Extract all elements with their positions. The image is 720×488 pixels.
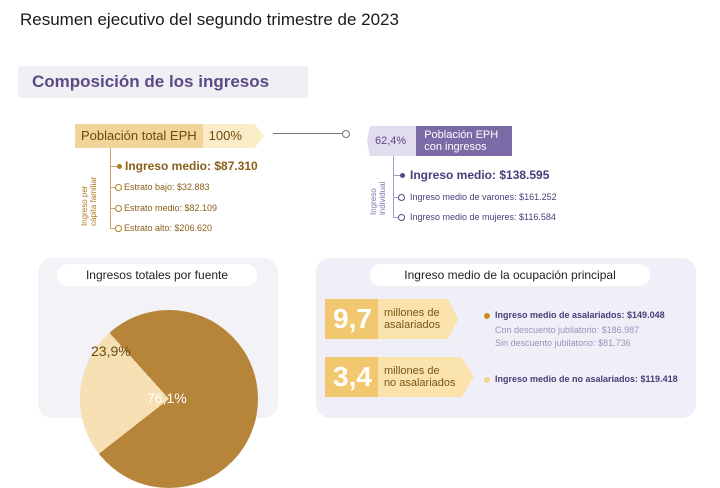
population-label: Población total EPH bbox=[75, 124, 203, 148]
connector-line bbox=[273, 133, 343, 134]
non-salaried-stat-box: 3,4 millones de no asalariados bbox=[325, 357, 474, 397]
right-main-item: Ingreso medio: $138.595 bbox=[410, 168, 550, 182]
eph-pct: 62,4% bbox=[367, 126, 417, 156]
section-band bbox=[18, 66, 308, 98]
tree-line bbox=[110, 148, 111, 228]
salaried-stat-box: 9,7 millones de asalariados bbox=[325, 299, 459, 339]
pie-label-small: 23,9% bbox=[91, 343, 131, 359]
income-sources-title: Ingresos totales por fuente bbox=[57, 264, 257, 286]
occupation-income-title: Ingreso medio de la ocupación principal bbox=[370, 264, 650, 286]
tree-branch bbox=[110, 208, 116, 209]
pie-label-large: 76,1% bbox=[147, 390, 187, 406]
salaried-dot-icon bbox=[484, 313, 490, 319]
connector-dot-icon bbox=[342, 130, 350, 138]
left-sub-item: Estrato alto: $206.620 bbox=[124, 223, 213, 233]
salaried-sub1: Con descuento jubilatorio: $186.987 bbox=[495, 325, 640, 335]
tree-branch bbox=[110, 187, 116, 188]
vertical-label-line2: individual bbox=[378, 181, 387, 215]
non-salaried-unit-line2: no asalariados bbox=[383, 377, 456, 389]
bullet-ring-icon bbox=[398, 214, 405, 221]
left-main-item: Ingreso medio: $87.310 bbox=[125, 159, 258, 173]
salaried-sub2: Sin descuento jubilatorio: $81.736 bbox=[495, 338, 631, 348]
eph-label-line2: con ingresos bbox=[424, 141, 487, 153]
tree-branch bbox=[393, 197, 399, 198]
salaried-number: 9,7 bbox=[333, 303, 372, 334]
bullet-dot-icon bbox=[117, 164, 122, 169]
non-salaried-unit-line1: millones de bbox=[383, 365, 440, 377]
vertical-label-per-capita: Ingreso per cápita familiar bbox=[80, 177, 98, 226]
population-total-box: Población total EPH 100% bbox=[75, 124, 264, 148]
population-pct: 100% bbox=[202, 124, 264, 148]
left-sub-item: Estrato medio: $82.109 bbox=[124, 203, 218, 213]
eph-with-income-box: 62,4% Población EPH con ingresos bbox=[367, 126, 513, 156]
salaried-unit-line2: asalariados bbox=[383, 319, 441, 331]
left-sub-item: Estrato bajo: $32.883 bbox=[124, 182, 210, 192]
non-salaried-number: 3,4 bbox=[333, 361, 372, 392]
bullet-ring-icon bbox=[115, 205, 122, 212]
eph-label-line1: Población EPH bbox=[424, 129, 499, 141]
right-sub-item: Ingreso medio de mujeres: $116.584 bbox=[410, 212, 556, 222]
tree-branch bbox=[110, 228, 116, 229]
vertical-label-individual: Ingreso individual bbox=[369, 182, 387, 215]
vertical-label-line2: cápita familiar bbox=[89, 176, 98, 226]
tree-line bbox=[393, 156, 394, 218]
salaried-unit: millones de asalariados bbox=[377, 299, 459, 339]
salaried-unit-line1: millones de bbox=[383, 307, 440, 319]
bullet-ring-icon bbox=[115, 184, 122, 191]
non-salaried-main: Ingreso medio de no asalariados: $119.41… bbox=[495, 374, 678, 384]
vertical-label-line1: Ingreso per bbox=[80, 185, 89, 226]
tree-branch bbox=[110, 166, 118, 167]
non-salaried-unit: millones de no asalariados bbox=[377, 357, 474, 397]
eph-label: Población EPH con ingresos bbox=[416, 126, 513, 156]
bullet-ring-icon bbox=[115, 225, 122, 232]
non-salaried-dot-icon bbox=[484, 377, 490, 383]
vertical-label-line1: Ingreso bbox=[369, 188, 378, 215]
tree-branch bbox=[393, 217, 399, 218]
bullet-dot-icon bbox=[400, 173, 405, 178]
tree-branch bbox=[393, 175, 401, 176]
page-title: Resumen ejecutivo del segundo trimestre … bbox=[20, 10, 399, 29]
right-sub-item: Ingreso medio de varones: $161.252 bbox=[410, 192, 557, 202]
section-title: Composición de los ingresos bbox=[32, 72, 270, 91]
bullet-ring-icon bbox=[398, 194, 405, 201]
salaried-main: Ingreso medio de asalariados: $149.048 bbox=[495, 310, 665, 320]
